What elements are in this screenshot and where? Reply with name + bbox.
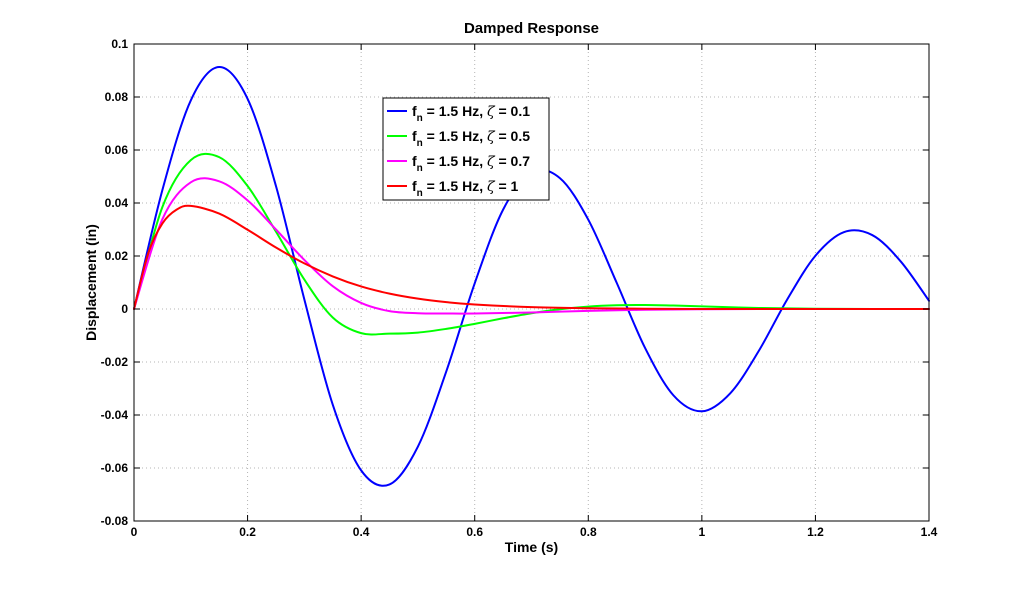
ticks [133,43,930,522]
x-axis-title: Time (s) [505,539,558,555]
legend-label: fn = 1.5 Hz, ζ = 1 [412,178,519,199]
legend-box [382,97,550,201]
y-tick-label: 0.08 [105,90,129,104]
y-tick-label: -0.02 [101,355,129,369]
chart-title: Damped Response [464,20,599,37]
x-tick-label: 1.4 [921,525,938,539]
y-tick-label: 0 [121,302,128,316]
series-line-3 [133,204,930,311]
legend-items: fn = 1.5 Hz, ζ = 0.1 fn = 1.5 Hz, ζ = 0.5… [387,103,530,199]
y-tick-label: -0.06 [101,461,129,475]
y-tick-label: -0.08 [101,514,129,528]
y-tick-label: 0.1 [111,37,128,51]
y-tick-label: -0.04 [101,408,129,422]
legend-label: fn = 1.5 Hz, ζ = 0.7 [412,153,530,174]
legend-label: fn = 1.5 Hz, ζ = 0.5 [412,128,530,149]
series-line-1 [133,152,930,336]
series-line-0 [133,66,930,487]
x-tick-label: 0.8 [580,525,597,539]
x-tick-label: 0.2 [239,525,256,539]
series-group [133,66,930,487]
y-axis-title: Displacement (in) [83,224,99,341]
x-tick-label: 0 [131,525,138,539]
y-tick-label: 0.04 [105,196,129,210]
legend-label: fn = 1.5 Hz, ζ = 0.1 [412,103,530,124]
y-tick-label: 0.06 [105,143,129,157]
tick-labels: 0 0.2 0.4 0.6 0.8 1 1.2 1.4 -0.08 -0.06 -0.04 -0.02… [101,37,938,539]
x-tick-label: 1 [699,525,706,539]
plot-frame [133,43,930,522]
x-tick-label: 0.4 [353,525,370,539]
y-tick-label: 0.02 [105,249,129,263]
x-tick-label: 1.2 [807,525,824,539]
x-tick-label: 0.6 [466,525,483,539]
legend: fn = 1.5 Hz, ζ = 0.1 fn = 1.5 Hz, ζ = 0.5… [382,97,550,201]
